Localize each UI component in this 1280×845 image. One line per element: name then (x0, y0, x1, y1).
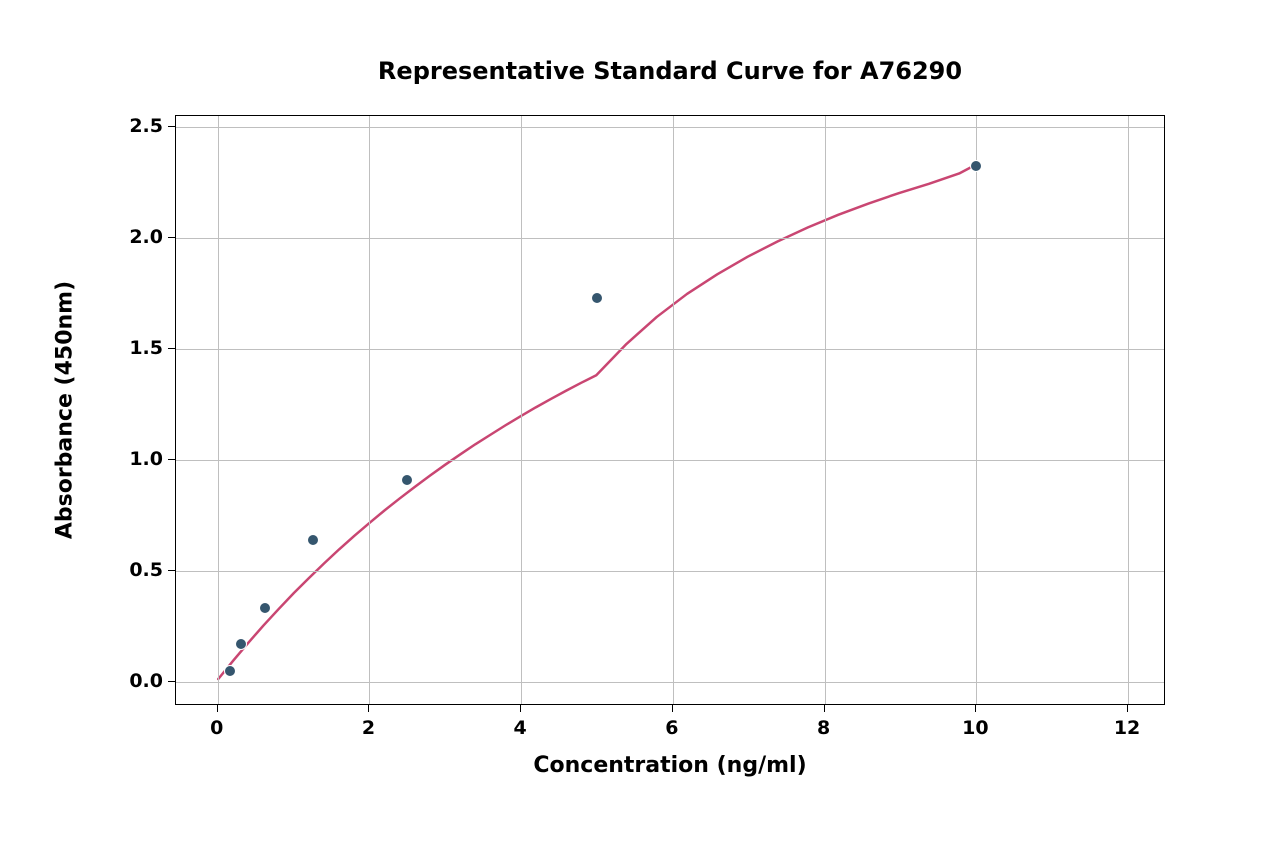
y-tick (168, 681, 175, 682)
x-tick-label: 6 (665, 717, 678, 739)
y-tick (168, 237, 175, 238)
x-tick-label: 0 (210, 717, 223, 739)
y-tick (168, 570, 175, 571)
y-tick-label: 2.5 (125, 115, 163, 137)
y-tick-label: 1.0 (125, 448, 163, 470)
data-point (970, 160, 982, 172)
y-tick (168, 126, 175, 127)
x-tick (520, 705, 521, 712)
y-tick-label: 1.5 (125, 337, 163, 359)
x-tick (1127, 705, 1128, 712)
fit-curve (176, 116, 1164, 704)
gridline-vertical (1128, 116, 1129, 704)
y-tick-label: 0.5 (125, 559, 163, 581)
gridline-horizontal (176, 349, 1164, 350)
data-point (224, 665, 236, 677)
gridline-horizontal (176, 460, 1164, 461)
x-tick-label: 10 (962, 717, 988, 739)
x-tick (824, 705, 825, 712)
x-tick-label: 8 (817, 717, 830, 739)
gridline-vertical (369, 116, 370, 704)
data-point (307, 534, 319, 546)
x-tick (975, 705, 976, 712)
gridline-vertical (521, 116, 522, 704)
x-tick-label: 12 (1114, 717, 1140, 739)
x-tick-label: 4 (514, 717, 527, 739)
y-tick-label: 0.0 (125, 670, 163, 692)
x-tick (672, 705, 673, 712)
chart-title: Representative Standard Curve for A76290 (378, 57, 962, 85)
x-axis-label: Concentration (ng/ml) (533, 753, 806, 778)
y-tick (168, 459, 175, 460)
data-point (401, 474, 413, 486)
figure: Representative Standard Curve for A76290… (0, 0, 1280, 845)
data-point (259, 602, 271, 614)
y-tick (168, 348, 175, 349)
gridline-vertical (673, 116, 674, 704)
gridline-vertical (976, 116, 977, 704)
y-tick-label: 2.0 (125, 226, 163, 248)
gridline-horizontal (176, 127, 1164, 128)
x-tick (368, 705, 369, 712)
gridline-vertical (825, 116, 826, 704)
gridline-vertical (218, 116, 219, 704)
gridline-horizontal (176, 682, 1164, 683)
y-axis-label: Absorbance (450nm) (53, 281, 78, 539)
data-point (235, 638, 247, 650)
plot-area (175, 115, 1165, 705)
gridline-horizontal (176, 238, 1164, 239)
gridline-horizontal (176, 571, 1164, 572)
x-tick (217, 705, 218, 712)
x-tick-label: 2 (362, 717, 375, 739)
data-point (591, 292, 603, 304)
